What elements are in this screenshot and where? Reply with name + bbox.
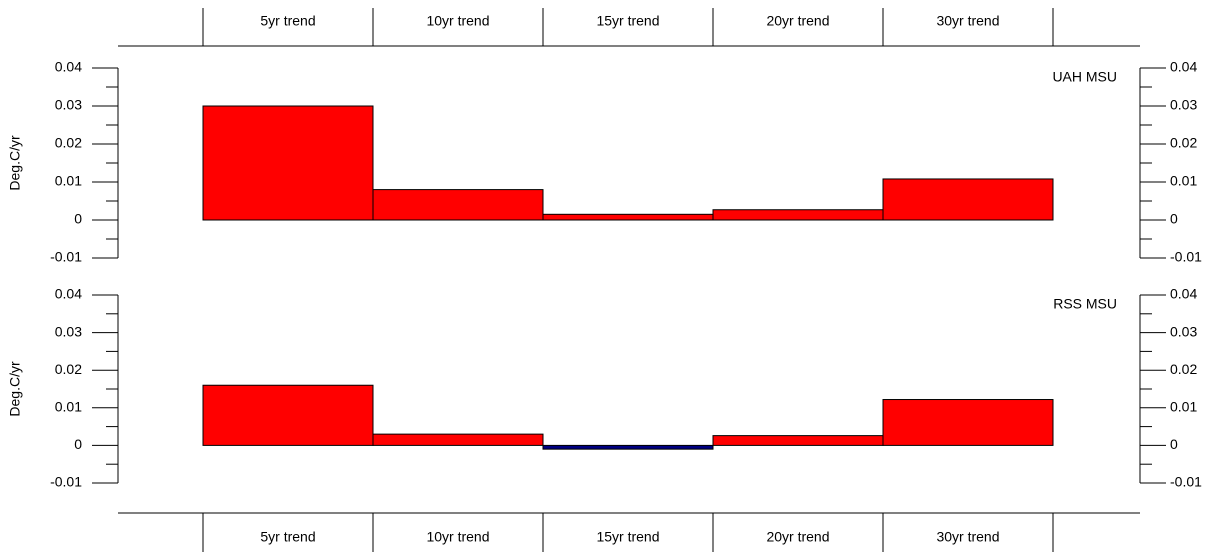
y-axis-label: Deg.C/yr xyxy=(7,135,23,191)
bar xyxy=(542,213,714,221)
y-tick-label: 0.04 xyxy=(55,286,82,302)
y2-tick-label: 0.01 xyxy=(1170,173,1197,189)
category-label: 10yr trend xyxy=(426,529,489,545)
y-tick-label: 0.01 xyxy=(55,399,82,415)
bar xyxy=(202,384,374,446)
bar xyxy=(542,444,714,450)
y-axis-label: Deg.C/yr xyxy=(7,361,23,417)
y2-tick-label: 0.03 xyxy=(1170,97,1197,113)
y-tick-label: 0.01 xyxy=(55,173,82,189)
y2-tick-label: -0.01 xyxy=(1170,249,1202,265)
y-tick-label: 0 xyxy=(74,211,82,227)
category-label: 20yr trend xyxy=(766,529,829,545)
y-tick-label: -0.01 xyxy=(50,474,82,490)
category-label: 10yr trend xyxy=(426,13,489,29)
bar xyxy=(372,433,544,446)
y2-tick-label: 0.02 xyxy=(1170,135,1197,151)
bar xyxy=(882,178,1054,221)
y-tick-label: 0.03 xyxy=(55,97,82,113)
category-label: 5yr trend xyxy=(260,529,315,545)
category-label: 15yr trend xyxy=(596,529,659,545)
annotation: RSS MSU xyxy=(1053,296,1117,312)
category-label: 30yr trend xyxy=(936,529,999,545)
y-tick-label: 0.04 xyxy=(55,59,82,75)
y2-tick-label: 0.02 xyxy=(1170,361,1197,377)
bar xyxy=(882,399,1054,446)
y2-tick-label: 0.03 xyxy=(1170,323,1197,339)
y2-tick-label: 0.04 xyxy=(1170,286,1197,302)
bar xyxy=(712,435,884,446)
bar xyxy=(712,209,884,221)
annotation: UAH MSU xyxy=(1052,69,1117,85)
category-label: 20yr trend xyxy=(766,13,829,29)
y2-tick-label: 0.01 xyxy=(1170,399,1197,415)
category-label: 5yr trend xyxy=(260,13,315,29)
y-tick-label: 0.02 xyxy=(55,361,82,377)
category-label: 30yr trend xyxy=(936,13,999,29)
bar xyxy=(202,105,374,221)
category-label: 15yr trend xyxy=(596,13,659,29)
y-tick-label: -0.01 xyxy=(50,249,82,265)
y2-tick-label: 0 xyxy=(1170,211,1178,227)
y-tick-label: 0.02 xyxy=(55,135,82,151)
y-tick-label: 0 xyxy=(74,436,82,452)
y2-tick-label: -0.01 xyxy=(1170,474,1202,490)
bar xyxy=(372,189,544,221)
y2-tick-label: 0.04 xyxy=(1170,59,1197,75)
y2-tick-label: 0 xyxy=(1170,436,1178,452)
y-tick-label: 0.03 xyxy=(55,323,82,339)
